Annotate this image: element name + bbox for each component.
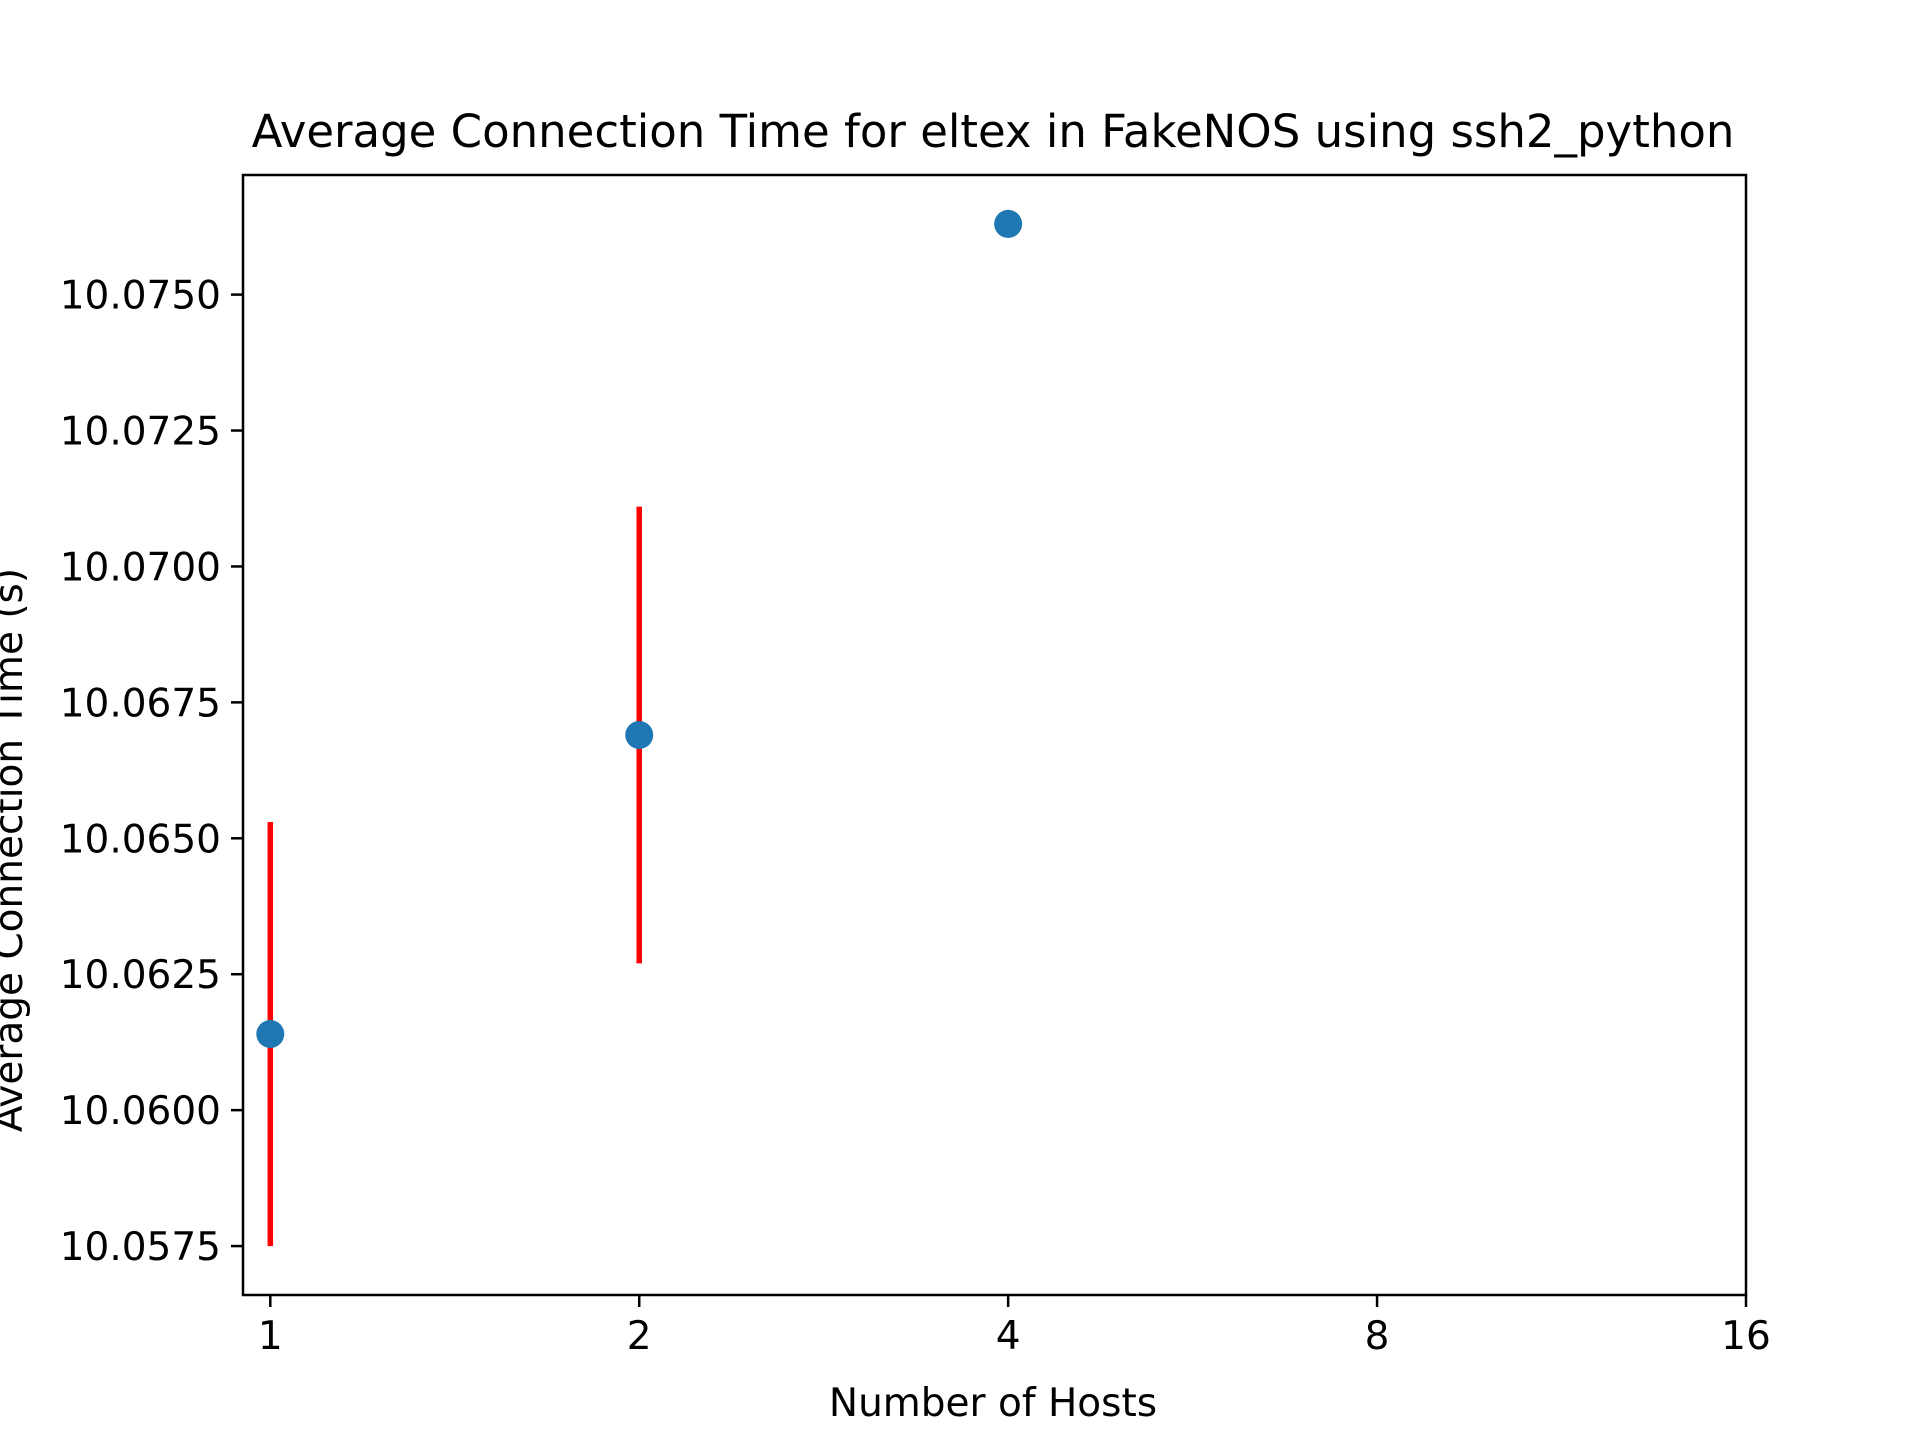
data-points bbox=[256, 209, 1023, 1049]
x-tick-label: 2 bbox=[627, 1314, 652, 1359]
y-tick-label: 10.0750 bbox=[60, 274, 221, 319]
chart-title: Average Connection Time for eltex in Fak… bbox=[252, 105, 1735, 158]
data-point bbox=[625, 721, 654, 749]
x-tick-label: 8 bbox=[1365, 1314, 1390, 1359]
x-tick-label: 16 bbox=[1721, 1314, 1771, 1359]
x-tick-label: 4 bbox=[996, 1314, 1021, 1359]
y-axis-label: Average Connection Time (s) bbox=[0, 568, 32, 1132]
data-point bbox=[994, 209, 1023, 238]
x-axis: 1 2 4 8 16 bbox=[258, 1295, 1771, 1359]
error-bars bbox=[267, 506, 642, 1247]
x-axis-label: Number of Hosts bbox=[829, 1381, 1157, 1426]
plot-area bbox=[241, 173, 1748, 1297]
y-tick-label: 10.0725 bbox=[60, 410, 221, 455]
x-tick-label: 1 bbox=[258, 1314, 283, 1359]
y-tick-label: 10.0700 bbox=[60, 545, 221, 590]
y-axis: 10.0575 10.0600 10.0625 10.0650 10.0675 10.07… bbox=[60, 274, 243, 1270]
y-tick-label: 10.0650 bbox=[60, 817, 221, 862]
y-tick-label: 10.0675 bbox=[60, 681, 221, 726]
y-tick-label: 10.0625 bbox=[60, 953, 221, 998]
y-tick-label: 10.0600 bbox=[60, 1089, 221, 1134]
y-tick-label: 10.0575 bbox=[60, 1225, 221, 1270]
data-point bbox=[256, 1020, 285, 1049]
